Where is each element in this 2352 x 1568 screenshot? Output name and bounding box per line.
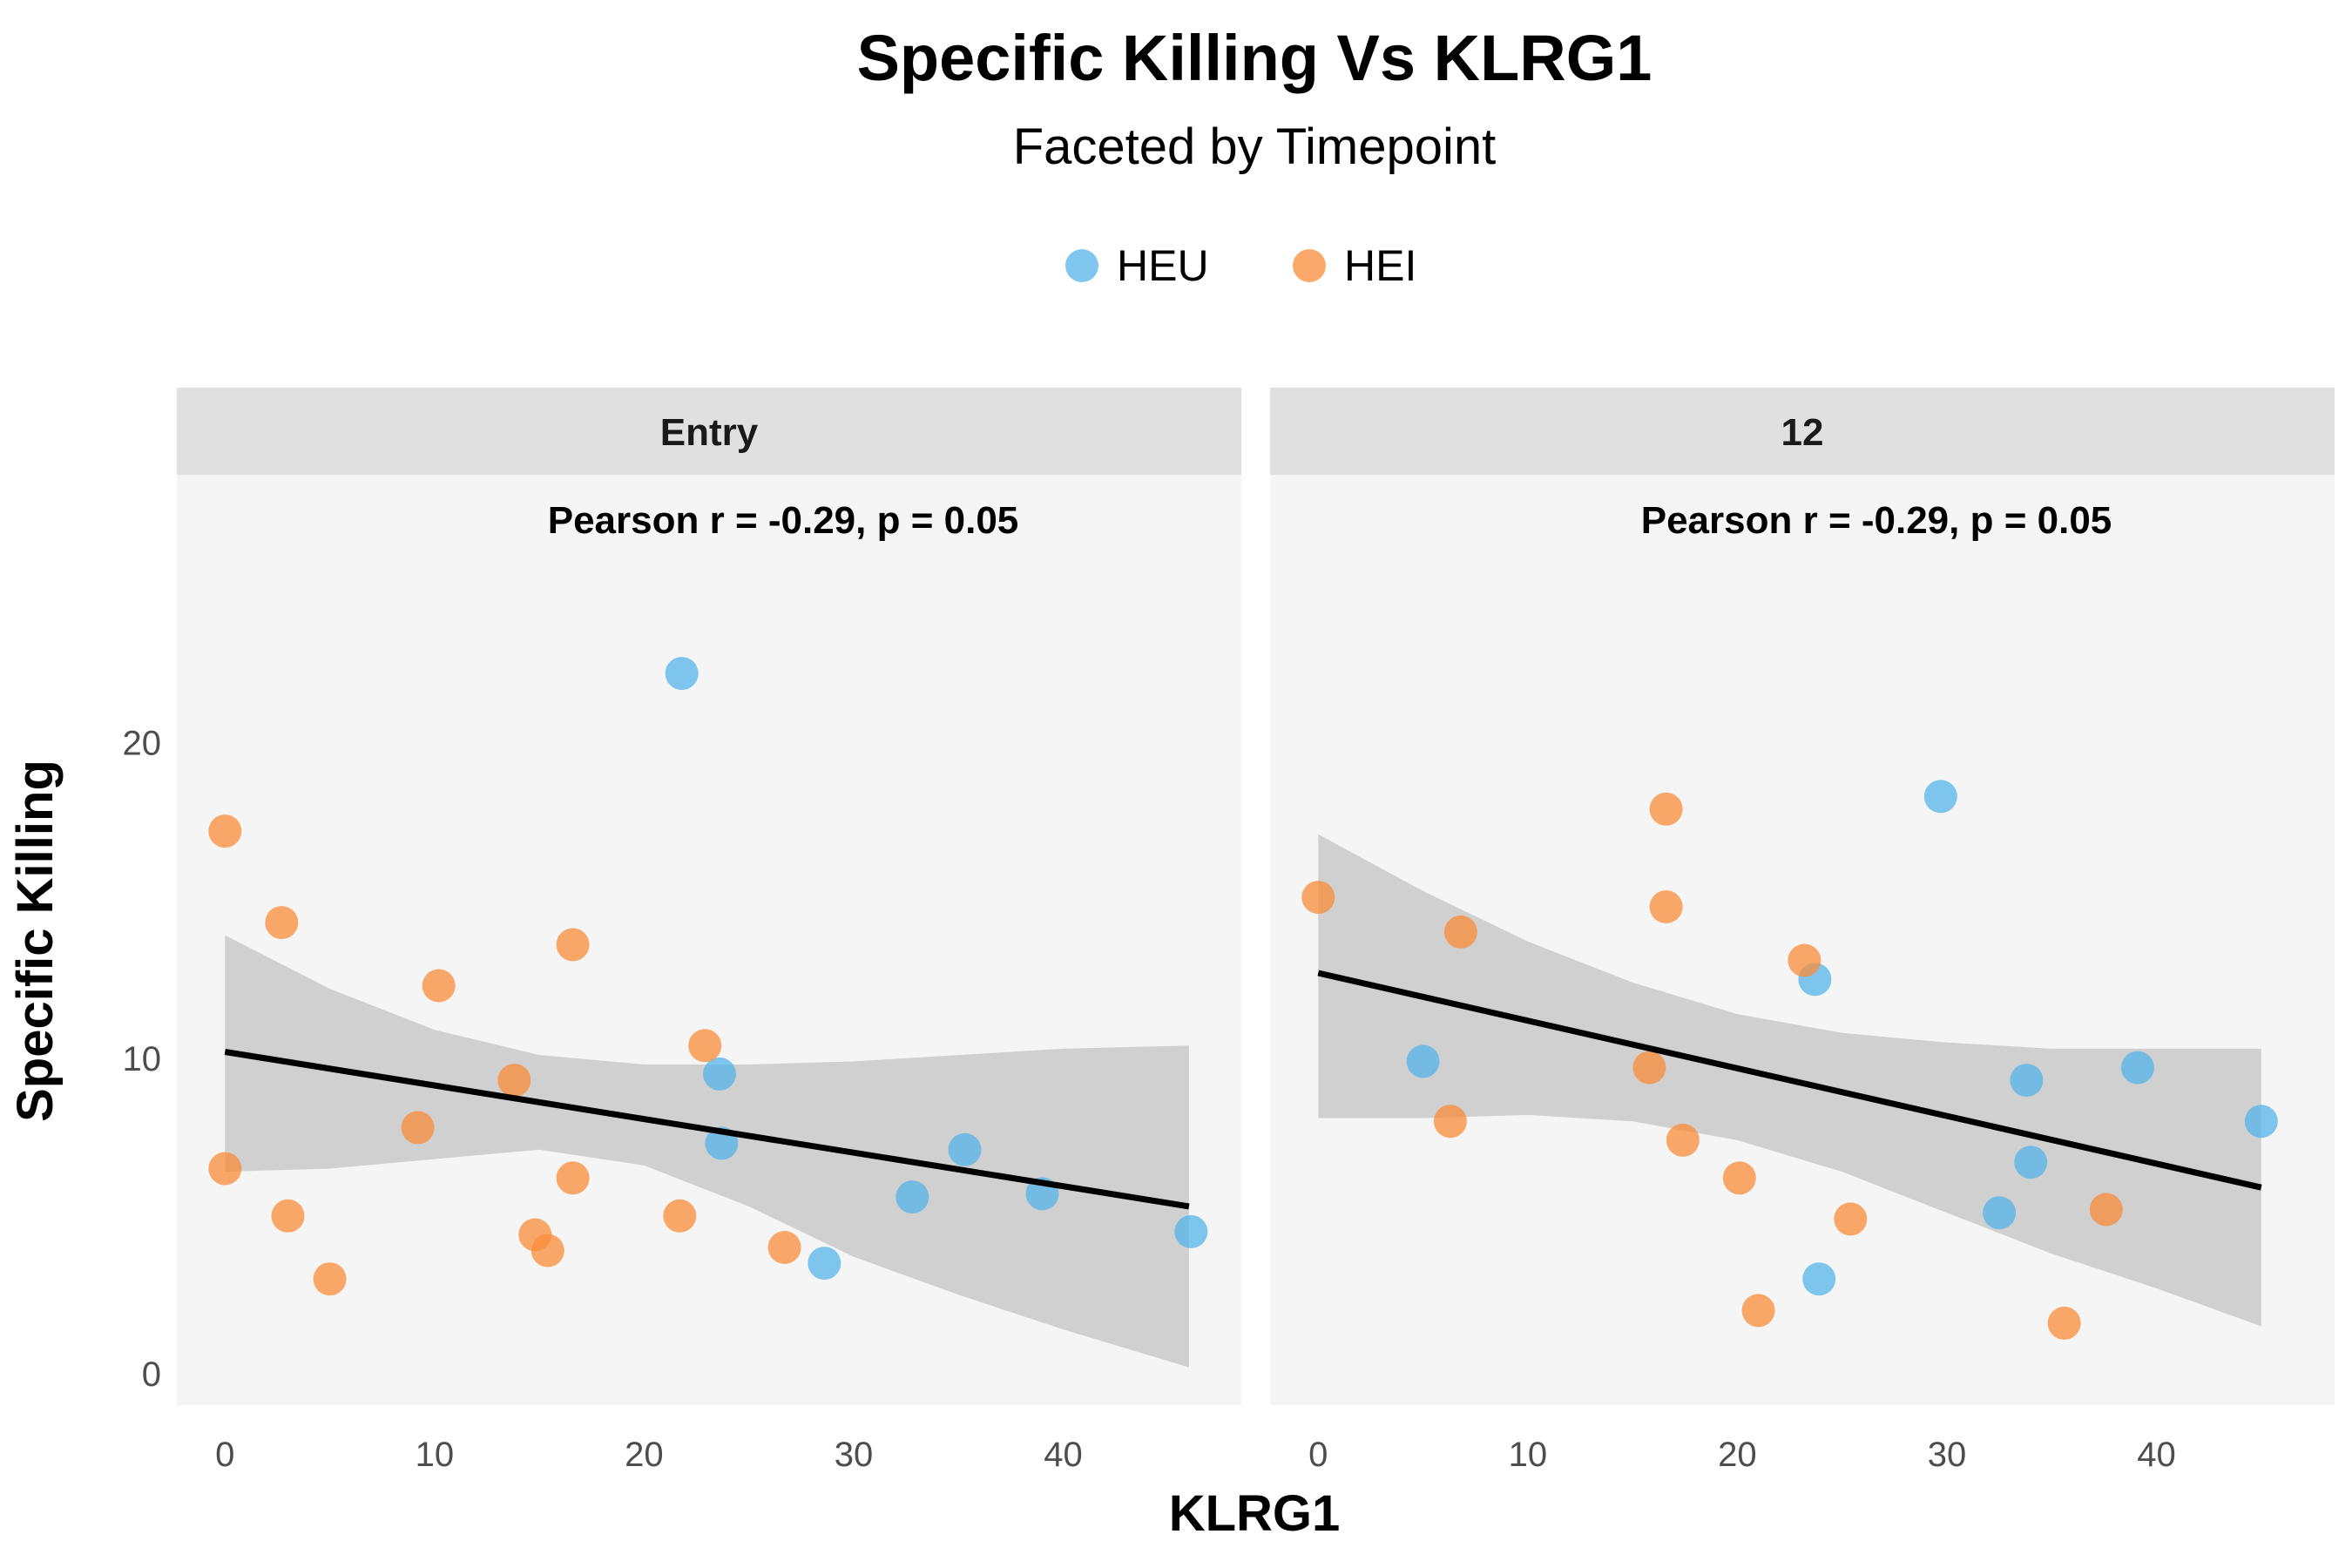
data-point-hei	[767, 1231, 801, 1264]
y-axis-title: Specific Killing	[7, 760, 64, 1122]
data-point-hei	[556, 1161, 590, 1195]
regression-line	[224, 1049, 1190, 1210]
x-axis-title: KLRG1	[1169, 1485, 1341, 1542]
facet-strip-label: Entry	[660, 411, 759, 454]
data-point-hei	[2047, 1306, 2081, 1340]
data-point-hei	[1834, 1202, 1868, 1236]
data-point-heu	[2010, 1064, 2044, 1098]
data-point-hei	[497, 1064, 531, 1098]
data-point-heu	[1983, 1196, 2017, 1230]
correlation-annotation: Pearson r = -0.29, p = 0.05	[548, 499, 1019, 542]
x-tick-label: 0	[215, 1436, 234, 1474]
data-point-heu	[896, 1180, 929, 1214]
data-point-hei	[1433, 1105, 1467, 1139]
x-tick-label: 40	[2137, 1436, 2176, 1474]
data-point-heu	[1174, 1214, 1208, 1248]
data-point-hei	[271, 1199, 305, 1233]
chart-subtitle: Faceted by Timepoint	[1013, 118, 1497, 175]
x-tick-label: 10	[1509, 1436, 1548, 1474]
legend-item-heu: HEU	[1065, 241, 1209, 290]
correlation-annotation: Pearson r = -0.29, p = 0.05	[1641, 499, 2112, 542]
data-point-heu	[808, 1247, 841, 1281]
data-point-hei	[1649, 890, 1683, 923]
data-point-heu	[703, 1057, 736, 1091]
data-point-hei	[1722, 1161, 1756, 1195]
data-point-heu	[2120, 1051, 2154, 1085]
data-point-hei	[313, 1262, 347, 1296]
legend: HEU HEI	[1065, 241, 1416, 290]
data-point-heu	[1923, 780, 1957, 814]
legend-key-hei	[1293, 249, 1326, 282]
confidence-band	[225, 935, 1189, 1368]
data-point-hei	[422, 969, 456, 1003]
data-point-hei	[688, 1029, 722, 1063]
data-point-heu	[2014, 1146, 2048, 1179]
data-point-hei	[1301, 881, 1335, 915]
x-tick-label: 0	[1308, 1436, 1328, 1474]
data-point-hei	[1649, 792, 1683, 826]
data-point-hei	[1666, 1123, 1700, 1157]
legend-key-heu	[1065, 249, 1098, 282]
data-point-hei	[663, 1199, 697, 1233]
data-point-hei	[208, 814, 242, 848]
legend-item-hei: HEI	[1293, 241, 1416, 290]
data-point-hei	[2089, 1193, 2123, 1227]
facet-panel-0: Entry Pearson r = -0.29, p = 0.05 0 10 20 30 4…	[123, 388, 1241, 1474]
chart-title: Specific Killing Vs KLRG1	[857, 22, 1652, 94]
y-tick-label: 10	[123, 1040, 162, 1078]
data-point-hei	[1788, 943, 1821, 977]
data-point-hei	[531, 1233, 564, 1267]
x-tick-label: 40	[1044, 1436, 1083, 1474]
legend-label: HEI	[1344, 241, 1416, 290]
facet-strip	[1270, 388, 2335, 475]
x-tick-label: 20	[1718, 1436, 1757, 1474]
data-point-hei	[556, 928, 590, 962]
regression-line	[1317, 970, 2262, 1191]
x-tick-label: 10	[416, 1436, 455, 1474]
data-point-hei	[1741, 1294, 1775, 1328]
x-tick-label: 30	[1928, 1436, 1967, 1474]
legend-label: HEU	[1117, 241, 1209, 290]
data-point-hei	[265, 906, 299, 940]
data-point-hei	[1632, 1051, 1666, 1085]
facet-panel-1: 12 Pearson r = -0.29, p = 0.05 0 10 20 30 40	[1270, 388, 2335, 1474]
x-tick-label: 20	[625, 1436, 664, 1474]
data-point-heu	[1406, 1044, 1440, 1078]
plot-panel	[177, 475, 1241, 1405]
x-tick-label: 30	[835, 1436, 874, 1474]
data-point-hei	[401, 1111, 435, 1145]
data-point-heu	[665, 657, 699, 691]
y-tick-label: 20	[123, 725, 162, 763]
data-point-heu	[1802, 1262, 1836, 1296]
data-point-heu	[2244, 1105, 2278, 1139]
facet-strip-label: 12	[1781, 411, 1824, 454]
y-tick-label: 0	[142, 1355, 161, 1394]
facets: Entry Pearson r = -0.29, p = 0.05 0 10 20 30 4…	[123, 388, 2335, 1474]
facet-strip	[177, 388, 1241, 475]
data-point-heu	[948, 1132, 982, 1166]
data-point-hei	[208, 1152, 242, 1186]
data-point-hei	[1443, 915, 1477, 949]
